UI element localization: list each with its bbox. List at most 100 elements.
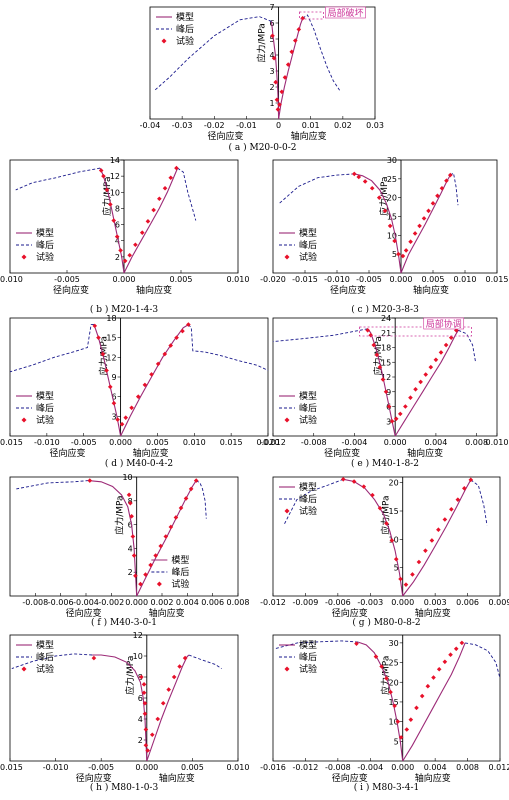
y-tick-label: 2 <box>128 568 133 577</box>
test-point <box>429 538 435 543</box>
x-tick-label: -0.009 <box>293 598 319 607</box>
y-tick-label: 20 <box>389 479 399 488</box>
test-point <box>107 384 113 390</box>
x-tick-label: -0.005 <box>54 275 80 284</box>
test-point <box>273 79 278 85</box>
post-peak-curve <box>9 324 94 373</box>
x-label-radial: 径向应变 <box>76 772 112 784</box>
test-point <box>393 556 399 562</box>
y-tick-label: 2 <box>138 736 143 745</box>
post-peak-curve <box>470 479 488 526</box>
legend-label: 模型 <box>176 12 194 23</box>
y-tick-label: 5 <box>392 250 397 259</box>
test-point <box>340 476 346 482</box>
plot-frame <box>272 159 498 274</box>
test-point <box>430 201 436 206</box>
y-tick-label: 15 <box>381 358 391 367</box>
test-point <box>448 335 454 340</box>
test-point <box>351 479 357 484</box>
test-point <box>393 416 399 422</box>
test-point <box>383 389 389 395</box>
x-tick-label: -0.010 <box>0 275 23 284</box>
test-point <box>157 196 162 202</box>
y-tick-label: 12 <box>106 353 116 362</box>
test-point <box>403 248 409 253</box>
post-peak-curve <box>154 16 272 91</box>
legend-label: 试验 <box>299 505 317 517</box>
test-point <box>292 38 298 43</box>
panel-caption: ( d ) M40-0-4-2 <box>105 458 173 469</box>
test-point <box>447 172 453 178</box>
test-point <box>395 719 401 724</box>
legend-test-swatch <box>284 417 290 423</box>
test-point <box>356 174 362 180</box>
y-tick-label: 3 <box>111 412 116 421</box>
model-curve <box>343 478 404 597</box>
chart-panel-9: -0.016 -0.012 -0.008 -0.004 0.000 0.004 0.008 0… <box>260 634 509 793</box>
chart-panel-1: -0.04 -0.03 -0.02 -0.01 0 0.01 0.02 0.031234567… <box>140 3 384 153</box>
test-point <box>129 513 134 519</box>
test-point <box>289 49 295 55</box>
model-curve <box>99 167 125 274</box>
x-tick-label: -0.04 <box>140 121 161 130</box>
test-point <box>119 421 125 427</box>
test-point <box>126 492 132 498</box>
x-label-axial: 轴向应变 <box>291 130 327 142</box>
y-axis-label: 应力/MPa <box>380 495 392 534</box>
test-point <box>413 386 418 392</box>
x-label-radial: 径向应变 <box>332 772 368 784</box>
test-point <box>168 343 173 348</box>
test-point <box>435 193 440 199</box>
y-tick-label: 20 <box>387 194 397 203</box>
test-point <box>96 335 101 340</box>
test-point <box>138 581 143 587</box>
test-point <box>123 415 129 420</box>
y-tick-label: 15 <box>389 507 399 516</box>
x-tick-label: 0.01 <box>302 121 320 130</box>
test-point <box>279 89 285 95</box>
model-curve <box>270 21 280 120</box>
test-point <box>396 251 401 257</box>
y-tick-label: 10 <box>133 652 143 661</box>
test-point <box>129 405 134 411</box>
y-tick-label: 24 <box>381 314 391 323</box>
test-point <box>369 185 375 191</box>
x-tick-label: 0.000 <box>384 438 407 447</box>
chart-panel-7: -0.012 -0.009 -0.006 -0.003 0.000 0.003 0.006 0… <box>260 476 509 628</box>
test-point <box>377 505 383 511</box>
plot-frame <box>272 476 501 597</box>
test-point <box>98 168 104 173</box>
y-tick-label: 12 <box>381 373 391 382</box>
test-point <box>459 640 465 646</box>
x-tick-label: -0.004 <box>342 438 368 447</box>
test-point <box>145 219 151 224</box>
legend-label: 峰后 <box>36 403 54 414</box>
chart-panel-3: -0.020 -0.015 -0.010 -0.005 0.000 0.005 0.010 0… <box>260 156 508 315</box>
plot-frame <box>9 317 269 437</box>
test-point <box>428 364 434 370</box>
chart-panel-5: -0.012-0.008-0.0040.0000.0040.0080.01036… <box>260 314 508 469</box>
test-point <box>173 515 179 520</box>
model-curve <box>278 18 304 120</box>
annotation-label: 局部破坏 <box>327 7 363 19</box>
x-tick-label: -0.015 <box>0 763 23 772</box>
test-point <box>410 572 415 577</box>
test-point <box>142 382 148 388</box>
test-point <box>92 323 98 329</box>
test-point <box>133 242 138 248</box>
test-point <box>162 185 168 191</box>
test-point <box>166 687 171 692</box>
model-curve <box>92 654 148 762</box>
panel-caption: ( c ) M20-3-8-3 <box>351 304 419 315</box>
y-axis-label: 应力/MPa <box>101 176 113 215</box>
test-point <box>133 573 138 579</box>
test-point <box>468 477 474 483</box>
test-point <box>455 497 461 502</box>
test-point <box>128 500 133 506</box>
x-tick-label: -0.016 <box>260 763 286 772</box>
x-tick-label: -0.012 <box>260 598 286 607</box>
